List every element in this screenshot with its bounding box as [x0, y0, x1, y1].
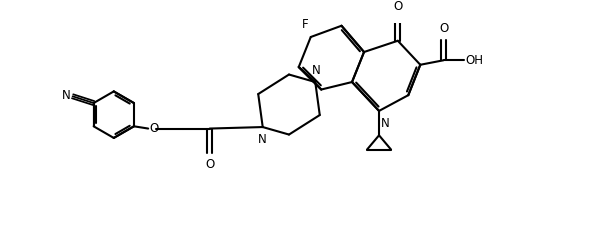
Text: N: N: [381, 117, 389, 130]
Text: N: N: [312, 64, 321, 77]
Text: O: O: [439, 22, 448, 35]
Text: F: F: [302, 18, 309, 31]
Text: O: O: [205, 158, 214, 171]
Text: O: O: [150, 122, 159, 135]
Text: OH: OH: [465, 54, 484, 67]
Text: N: N: [258, 134, 266, 146]
Text: N: N: [63, 89, 71, 102]
Text: O: O: [393, 0, 402, 13]
